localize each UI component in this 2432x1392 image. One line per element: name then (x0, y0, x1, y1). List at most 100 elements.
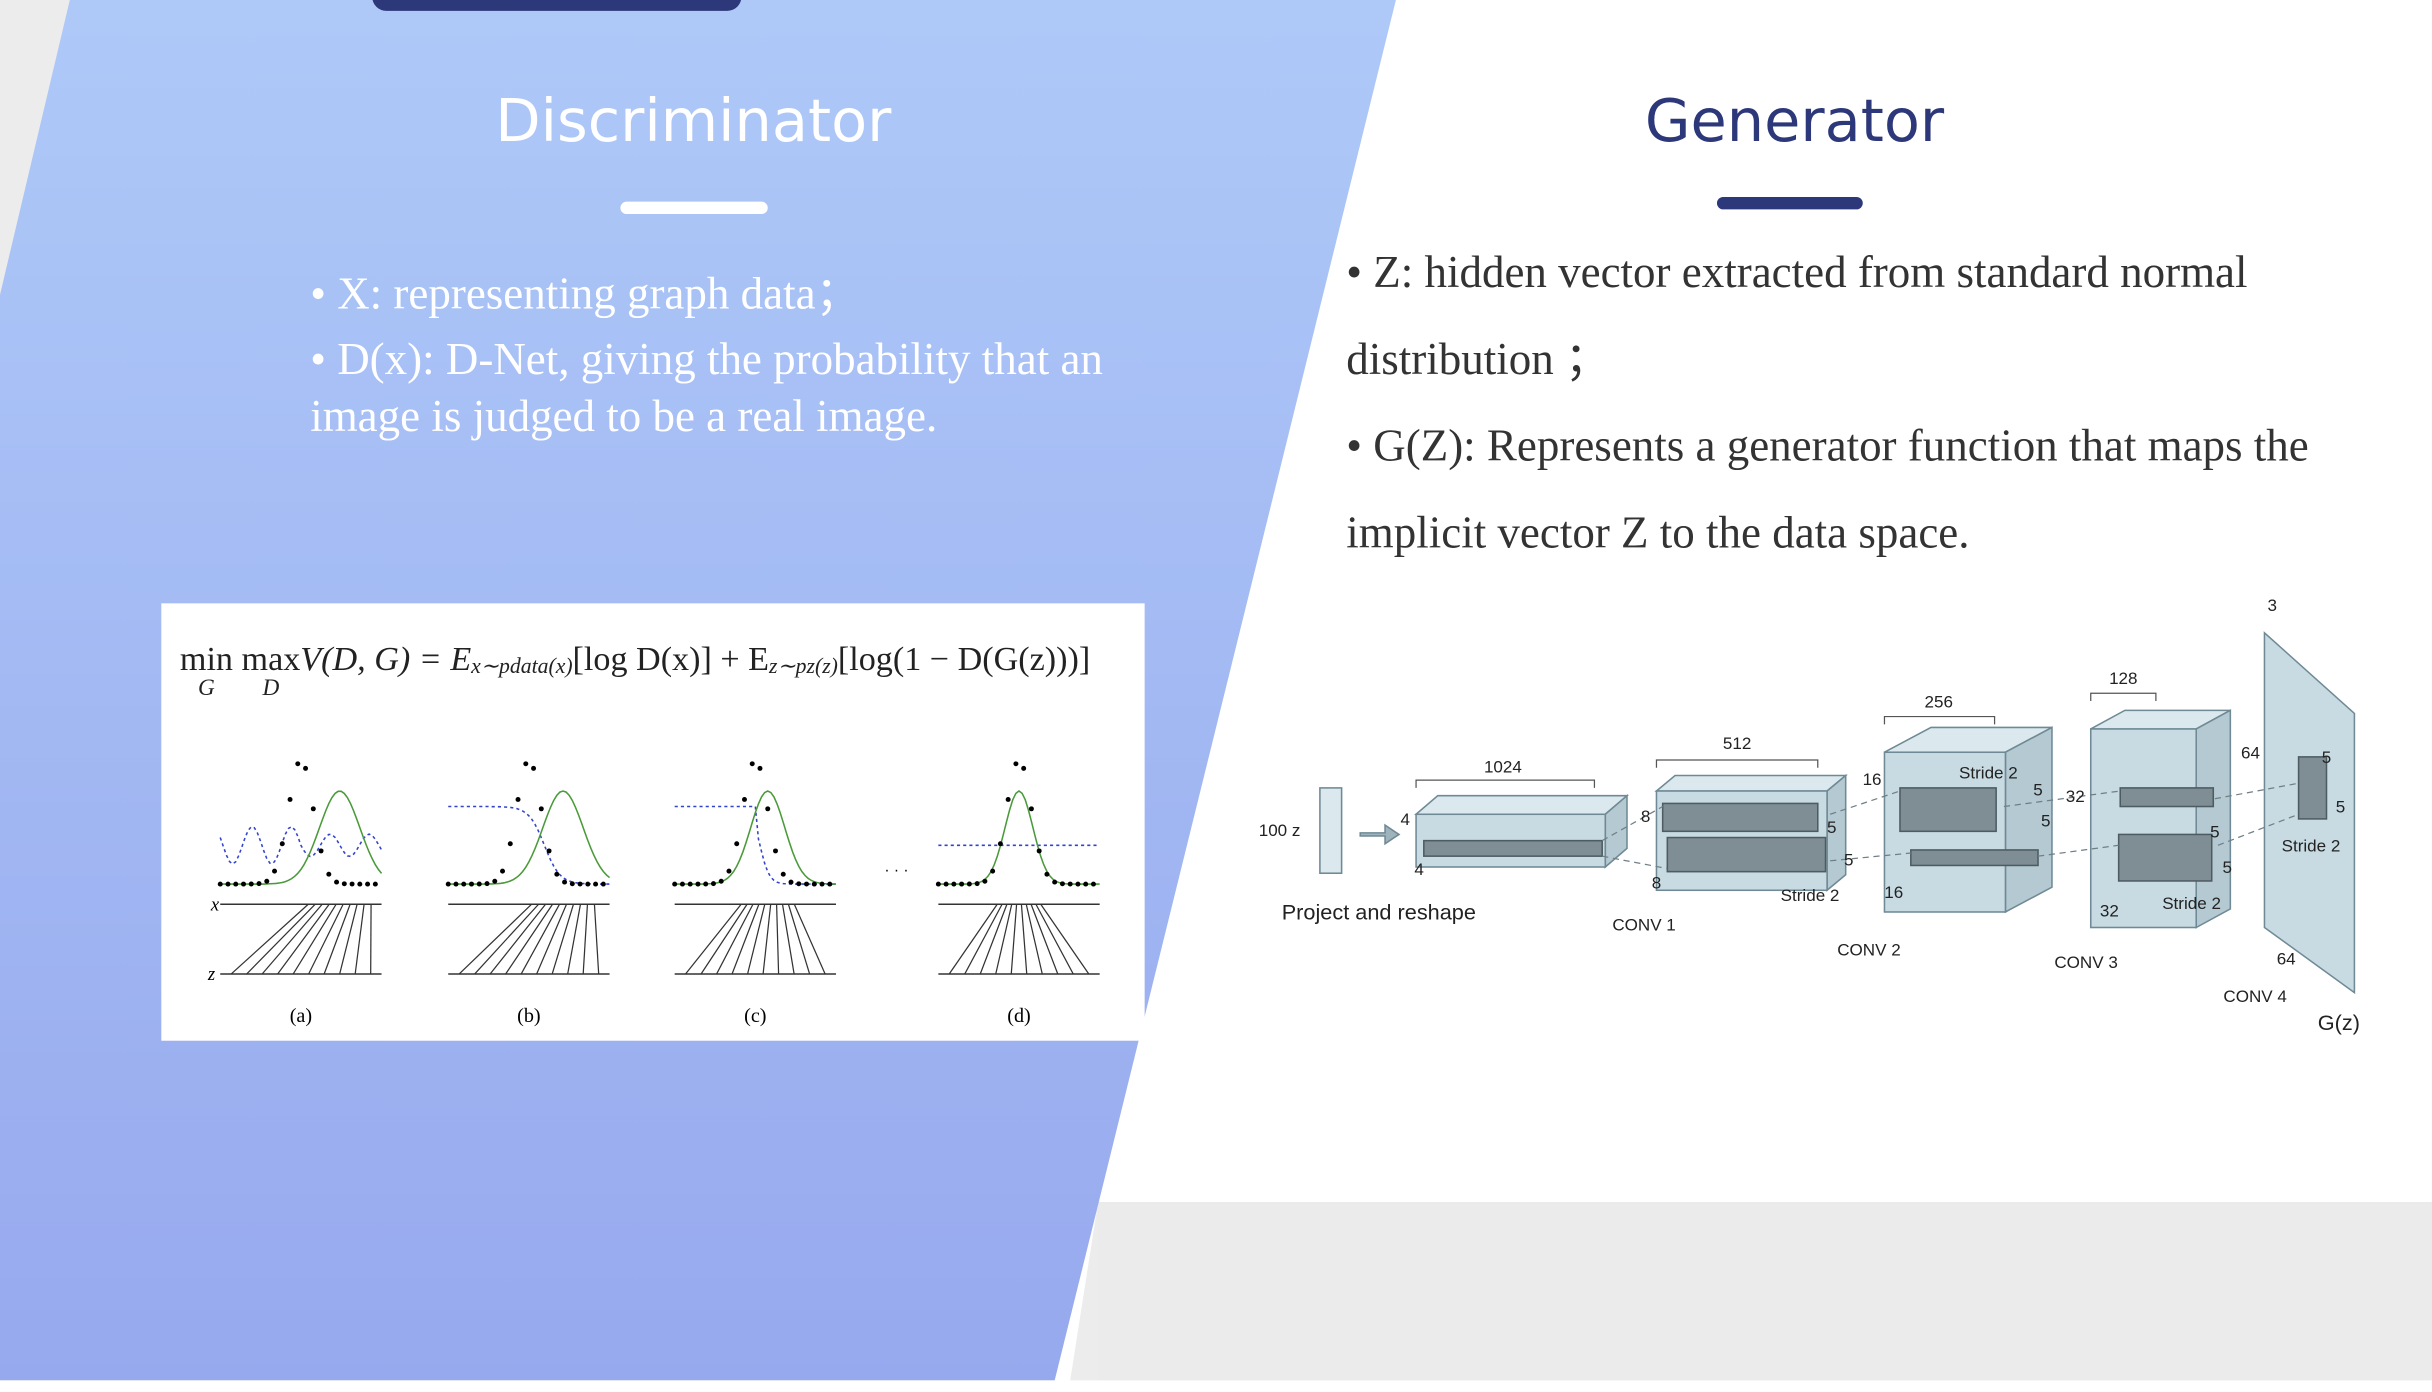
data-dot (749, 761, 755, 767)
data-dot (334, 879, 340, 885)
bracket (1883, 715, 1996, 725)
data-dot (741, 796, 747, 802)
diagram-label: 16 (1884, 883, 1903, 902)
data-dot (997, 841, 1003, 847)
data-dot (531, 765, 537, 771)
data-dot (788, 879, 794, 885)
kernel (1910, 849, 2039, 867)
data-dot (341, 881, 347, 887)
diagram-label: 5 (2336, 798, 2345, 817)
data-dot (819, 881, 825, 887)
data-dot (1013, 761, 1019, 767)
data-dot (476, 881, 482, 887)
diagram-label: 5 (2322, 748, 2331, 767)
connector (2217, 813, 2299, 846)
diagram-label: 8 (1641, 807, 1650, 826)
data-dot (272, 868, 278, 874)
map-line (685, 903, 742, 975)
diagram-label: CONV 2 (1837, 940, 1900, 959)
diagram-label: 32 (2100, 902, 2119, 921)
data-dot (1021, 765, 1027, 771)
data-dot (569, 881, 575, 887)
diagram-label: 5 (1844, 850, 1853, 869)
map-line (1035, 903, 1074, 975)
diagram-label: Stride 2 (1781, 886, 1840, 905)
data-dot (780, 871, 786, 877)
data-dot (469, 881, 474, 887)
data-dot (500, 868, 506, 874)
data-dot (492, 878, 498, 884)
map-line (948, 903, 998, 975)
diagram-label: 4 (1400, 810, 1409, 829)
axis-label: z (207, 964, 215, 985)
block-top (1654, 774, 1848, 792)
map-line (793, 903, 826, 975)
data-dot (990, 868, 996, 874)
data-dot (765, 806, 771, 812)
f-part: [log(1 − D(G(z)))] (837, 639, 1091, 678)
diagram-label: 128 (2109, 669, 2137, 688)
diagram-label: 3 (2267, 596, 2276, 615)
data-dot (718, 878, 724, 884)
data-dot (303, 765, 309, 771)
kernel (1899, 787, 1997, 833)
kernel (2117, 833, 2213, 882)
data-dot (248, 881, 254, 887)
connector (1601, 805, 1663, 842)
diagram-label: Stride 2 (2282, 836, 2341, 855)
f-part: max (241, 639, 301, 678)
data-dot (295, 761, 301, 767)
map-line (1010, 904, 1018, 975)
map-line (746, 904, 766, 975)
map-line (489, 903, 547, 975)
left-title: Discriminator (495, 86, 892, 156)
map-line (551, 904, 575, 975)
map-line (979, 904, 1008, 975)
diagram-label: 5 (2041, 812, 2050, 831)
bracket (1415, 779, 1596, 788)
discriminator-curve (448, 805, 610, 885)
map-line (474, 903, 540, 975)
diagram-label: 512 (1723, 734, 1751, 753)
kernel (1661, 802, 1819, 833)
f-part: [log D(x)] + E (572, 639, 770, 678)
data-dot (233, 881, 239, 887)
data-dot (734, 841, 740, 847)
map-line (292, 903, 337, 975)
f-part: D (262, 676, 280, 702)
data-dot (804, 881, 810, 887)
map-line (323, 904, 351, 975)
axis-label: x (210, 894, 220, 915)
block-front (2089, 728, 2197, 929)
kernel (2297, 756, 2328, 820)
map-line (505, 903, 554, 975)
map-line (520, 903, 561, 975)
data-dot (445, 881, 451, 887)
diagram-label: CONV 1 (1612, 916, 1675, 935)
data-dot (1090, 881, 1096, 887)
map-line (308, 903, 344, 975)
data-dot (515, 796, 521, 802)
f-part: V(D, G) = E (300, 639, 472, 678)
formula: min G max D V(D, G) = Ex∼pdata(x)[log D(x)]… (180, 639, 1090, 720)
connector (2003, 790, 2121, 808)
map-line (458, 903, 533, 975)
panel-label: (b) (517, 1005, 541, 1027)
arrow (1359, 823, 1401, 846)
diagram-label: 8 (1652, 874, 1661, 893)
generator-curve (938, 790, 1100, 885)
panel-label: (c) (744, 1005, 766, 1027)
diagram-label: 1024 (1484, 757, 1522, 776)
data-dot (943, 881, 949, 887)
data-dot (264, 878, 270, 884)
connector (1830, 852, 1911, 862)
data-dot (757, 765, 763, 771)
diagram-label: 64 (2241, 743, 2260, 762)
data-dot (773, 848, 778, 854)
data-dot (982, 878, 988, 884)
map-line (536, 903, 568, 975)
bracket (1655, 759, 1819, 768)
